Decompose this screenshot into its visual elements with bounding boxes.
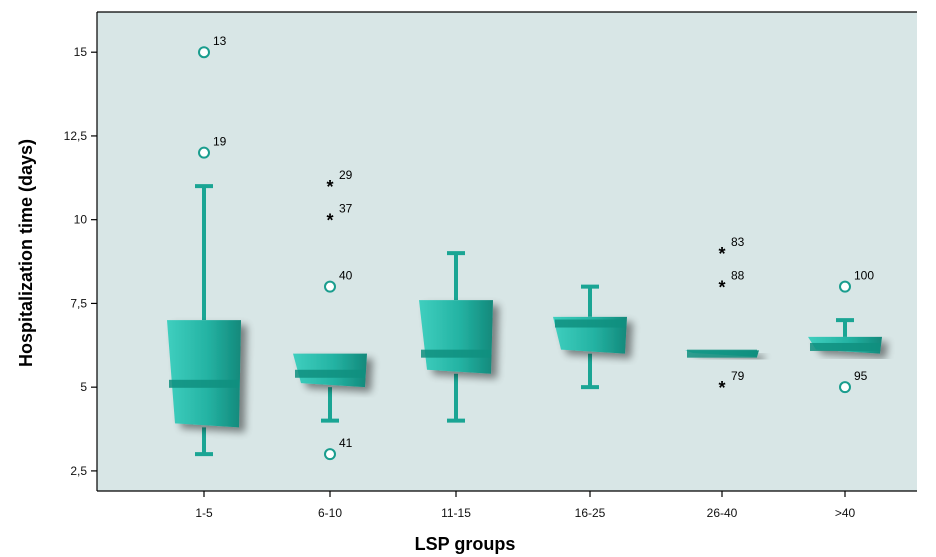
outlier-label: 13 — [213, 34, 227, 48]
y-axis-title: Hospitalization time (days) — [16, 139, 36, 367]
outlier-label: 83 — [731, 235, 745, 249]
outlier-circle — [324, 280, 336, 293]
x-tick-label: 11-15 — [441, 506, 471, 520]
y-tick-label: 10 — [74, 213, 88, 227]
box-group — [685, 349, 759, 358]
median-line — [687, 349, 757, 358]
outlier-star: * — [718, 244, 725, 264]
y-ticks: 2,5 5 7,5 10 12,5 15 — [64, 45, 97, 478]
outlier-label: 95 — [854, 369, 868, 383]
outlier-circle — [198, 146, 210, 159]
x-tick-label: 6-10 — [318, 506, 342, 520]
x-tick-label: >40 — [835, 506, 856, 520]
outlier-circle — [198, 46, 210, 59]
x-ticks: 1-5 6-10 11-15 16-25 26-40 >40 — [195, 491, 856, 520]
outlier-label: 79 — [731, 369, 745, 383]
outlier-circle — [324, 448, 336, 461]
x-tick-label: 16-25 — [575, 506, 606, 520]
box-body — [419, 300, 493, 374]
box-group — [419, 251, 493, 423]
outlier-star: * — [326, 177, 333, 197]
y-tick-label: 2,5 — [70, 464, 87, 478]
median-line — [295, 369, 365, 378]
x-axis-title: LSP groups — [415, 534, 516, 554]
y-tick-label: 15 — [74, 45, 88, 59]
y-tick-label: 5 — [80, 380, 87, 394]
y-tick-label: 7,5 — [70, 296, 87, 310]
outlier-label: 100 — [854, 269, 874, 283]
outlier-label: 40 — [339, 269, 353, 283]
box-group — [808, 318, 882, 354]
outlier-star: * — [718, 378, 725, 398]
outlier-circle — [839, 381, 851, 394]
boxes-layer — [167, 184, 882, 457]
box-group — [293, 353, 367, 423]
outlier-star: * — [326, 211, 333, 231]
outlier-label: 37 — [339, 202, 353, 216]
box-group — [553, 284, 627, 390]
median-line — [169, 379, 239, 388]
box-body — [167, 320, 241, 428]
outlier-label: 88 — [731, 269, 745, 283]
outlier-label: 29 — [339, 168, 353, 182]
median-line — [421, 349, 491, 358]
median-line — [555, 319, 625, 328]
median-line — [810, 342, 880, 351]
outlier-star: * — [718, 278, 725, 298]
outlier-label: 41 — [339, 436, 353, 450]
y-tick-label: 12,5 — [64, 129, 88, 143]
outlier-circle — [839, 280, 851, 293]
outlier-label: 19 — [213, 135, 227, 149]
x-tick-label: 1-5 — [195, 506, 213, 520]
box-group — [167, 184, 241, 457]
outliers-layer: 13 19 * 29 * 37 40 41 * 83 * 88 * 79 100 95 — [198, 34, 874, 461]
x-tick-label: 26-40 — [707, 506, 738, 520]
